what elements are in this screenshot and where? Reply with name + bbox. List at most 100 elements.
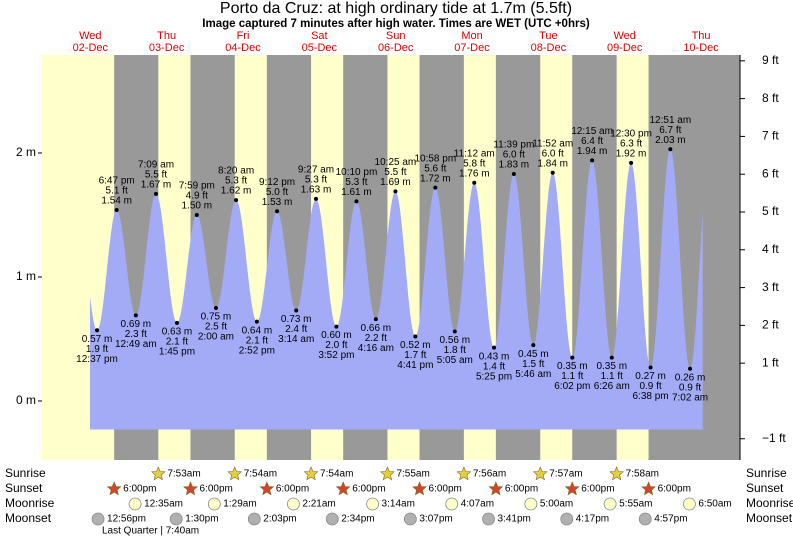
y-tick-label: 1 m [16,269,36,283]
tide-label: 10:10 pm [336,167,378,178]
moon-phase: Last Quarter | 7:40am [102,526,199,537]
sun-icon [106,481,122,496]
tide-label: 5.5 ft [384,167,406,178]
moon-icon [560,512,574,526]
moon-icon [366,497,379,511]
tide-label: 1.50 m [182,201,213,212]
row-label: Moonset [746,511,793,525]
moonrise-time: 5:00am [540,499,573,510]
tide-label: 0.52 m [400,340,431,351]
sunrise-time: 7:57am [549,469,582,480]
tide-label: 0.26 m [675,372,706,383]
row-label: Sunrise [5,466,46,480]
tide-label: 2.4 ft [285,324,307,335]
tide-label: 6.4 ft [581,136,603,147]
tide-label: 12:15 am [571,126,613,137]
tide-point [413,334,418,339]
tide-label: 1.83 m [499,160,530,171]
moonset-time: 2:34pm [341,514,374,525]
day-name: Tue [539,30,558,42]
tide-label: 10:58 pm [414,153,456,164]
day-date: 06-Dec [378,42,414,54]
moon-icon [169,512,183,526]
tide-label: 1.94 m [577,146,608,157]
tide-point [254,319,259,324]
tide-label: 0.27 m [635,371,666,382]
tide-label: 6.7 ft [659,125,681,136]
tide-point [629,160,634,165]
tide-label: 0.64 m [242,325,273,336]
tide-label: 1.9 ft [86,344,108,355]
tide-label: 6.0 ft [503,150,525,161]
moon-icon [128,497,142,511]
y-tick-label: 0 m [16,393,36,407]
sunrise-time: 7:53am [167,469,200,480]
day-name: Thu [692,30,711,42]
tide-label: 1.67 m [141,180,172,191]
sun-icon [227,466,243,481]
tide-label: 11:39 pm [493,140,534,151]
tide-label: 1.5 ft [522,359,544,370]
tide-label: 1.54 m [101,196,132,207]
tide-label: 1.72 m [420,173,451,184]
sun-icon [488,481,504,496]
tide-label: 3:14 am [278,334,314,345]
tide-label: 1.61 m [341,187,372,198]
sunrise-time: 7:56am [473,469,506,480]
sunset-time: 6:00pm [658,484,691,495]
day-date: 10-Dec [683,42,719,54]
moonrise-time: 6:50am [698,499,731,510]
tide-label: 1:45 pm [159,346,195,357]
tide-label: 12:49 am [115,339,157,350]
tide-label: 2.3 ft [125,329,147,340]
y2-tick-label: 7 ft [762,129,779,143]
sun-moon-table: Sunrise Sunset Moonrise Moonset Sunrise … [5,466,793,536]
moonrise-time: 2:21am [302,499,335,510]
row-label: Sunset [746,481,784,495]
tide-label: 2:00 am [198,332,234,343]
row-label: Moonrise [5,496,55,510]
tide-label: 0.35 m [596,361,627,372]
y2-tick-label: −1 ft [762,431,786,445]
tide-label: 0.63 m [162,326,193,337]
moon-icon [325,512,339,526]
tide-label: 1.84 m [537,158,568,169]
sunset-time: 6:00pm [123,484,156,495]
y2-tick-label: 8 ft [762,91,779,105]
day-name: Sun [386,30,406,42]
sunset-time: 6:00pm [200,484,233,495]
sun-icon [532,466,548,481]
moon-icon [482,512,495,526]
day-date: 02-Dec [73,42,109,54]
day-name: Thu [157,30,176,42]
row-label: Sunset [5,481,43,495]
moonset-time: 3:07pm [419,514,452,525]
sun-icon [641,481,656,496]
tide-label: 7:59 pm [179,181,215,192]
sun-icon [303,466,319,481]
tide-point [609,355,614,360]
tide-label: 0.73 m [281,314,312,325]
tide-point [433,185,438,190]
sunrise-time: 7:54am [320,469,353,480]
moonset-time: 1:30pm [185,514,218,525]
tide-label: 1.8 ft [444,345,466,356]
tide-point [492,345,497,350]
tide-label: 10:25 am [375,157,417,168]
y2-tick-label: 5 ft [762,204,779,218]
row-label: Sunrise [746,466,787,480]
tide-label: 5.3 ft [305,174,327,185]
tide-label: 0.57 m [82,334,113,345]
sunset-time: 6:00pm [429,484,462,495]
tide-point [452,329,457,334]
tide-label: 2:52 pm [239,345,275,356]
sunset-time: 6:00pm [276,484,309,495]
tide-label: 4:41 pm [397,360,433,371]
moon-icon [445,497,459,511]
moonset-time: 3:41pm [498,514,531,525]
tide-label: 0.75 m [201,312,232,323]
tide-point [688,366,693,371]
tide-point [334,324,339,329]
